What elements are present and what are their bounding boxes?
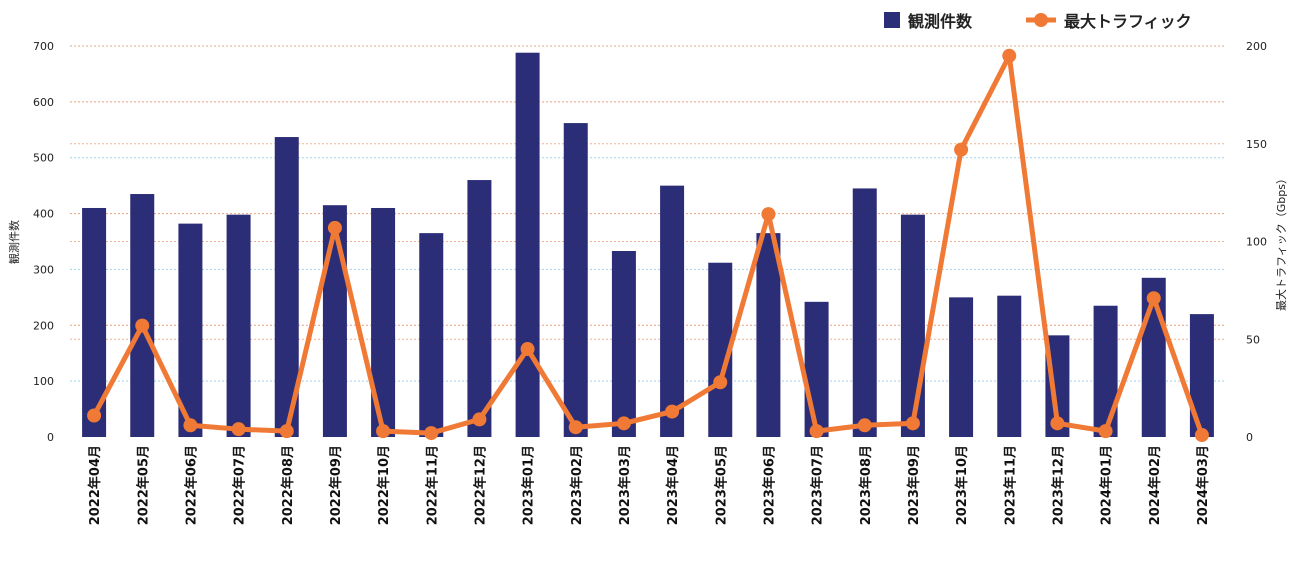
left-tick-label: 100 [33, 375, 54, 388]
category-label: 2022年06月 [183, 445, 199, 525]
left-tick-label: 600 [33, 96, 54, 109]
category-label: 2023年10月 [954, 445, 970, 525]
category-label: 2022年05月 [135, 445, 151, 525]
line-point [135, 318, 150, 333]
category-label: 2022年04月 [87, 445, 103, 525]
line-point [954, 142, 969, 157]
line-path [91, 53, 1205, 436]
bar [515, 52, 540, 438]
line-point [279, 424, 294, 439]
legend-bar-swatch [884, 12, 900, 28]
left-tick-label: 700 [33, 40, 54, 53]
category-label: 2023年07月 [810, 445, 826, 525]
bar [226, 214, 251, 437]
bar [178, 223, 203, 437]
line-point [616, 416, 631, 431]
right-tick-label: 150 [1246, 138, 1267, 151]
line-point [568, 420, 583, 435]
left-axis-ticks: 0 100 200 300 400 500 600 700 [33, 40, 54, 444]
line-point [1002, 48, 1017, 63]
category-label: 2024年03月 [1195, 445, 1211, 525]
bar [852, 188, 877, 437]
left-tick-label: 500 [33, 152, 54, 165]
category-label: 2024年02月 [1147, 445, 1163, 525]
category-label: 2023年11月 [1002, 445, 1018, 525]
line-point [87, 408, 102, 423]
bar [322, 205, 347, 437]
category-labels: 2022年04月 2022年05月 2022年06月 2022年07月 2022年08月… [87, 445, 1211, 525]
line-point [713, 375, 728, 390]
category-label: 2023年02月 [569, 445, 585, 525]
bar-series [82, 52, 1214, 438]
left-axis-title: 観測件数 [7, 220, 21, 264]
category-label: 2023年04月 [665, 445, 681, 525]
legend-line-dot [1034, 13, 1048, 27]
line-point [472, 412, 487, 427]
bar [900, 214, 925, 437]
right-tick-label: 50 [1246, 333, 1260, 346]
bar [997, 295, 1022, 437]
line-point [1098, 424, 1113, 439]
legend-line-label: 最大トラフィック [1064, 12, 1192, 31]
bar [467, 180, 492, 438]
line-point [520, 342, 535, 357]
bar [949, 297, 974, 437]
category-label: 2023年09月 [906, 445, 922, 525]
right-tick-label: 200 [1246, 40, 1267, 53]
category-label: 2022年10月 [376, 445, 392, 525]
bar [611, 250, 636, 437]
right-axis-ticks: 0 50 100 150 200 [1246, 40, 1267, 444]
right-tick-label: 100 [1246, 236, 1267, 249]
bar [130, 194, 155, 437]
bar [756, 233, 781, 437]
category-label: 2023年01月 [521, 445, 537, 525]
left-tick-label: 400 [33, 208, 54, 221]
category-label: 2024年01月 [1099, 445, 1115, 525]
left-tick-label: 300 [33, 263, 54, 276]
left-tick-label: 200 [33, 319, 54, 332]
category-label: 2023年06月 [761, 445, 777, 525]
line-point [857, 418, 872, 433]
line-point [327, 220, 342, 235]
category-label: 2023年08月 [858, 445, 874, 525]
bar [804, 301, 829, 437]
category-label: 2022年11月 [424, 445, 440, 525]
line-point [761, 207, 776, 222]
line-series [87, 48, 1209, 443]
bar [1093, 305, 1118, 437]
category-label: 2022年07月 [232, 445, 248, 525]
category-label: 2023年05月 [713, 445, 729, 525]
line-point [183, 418, 198, 433]
line-point [1146, 291, 1161, 306]
legend-bar-label: 観測件数 [908, 12, 973, 31]
right-tick-label: 0 [1246, 431, 1253, 444]
category-label: 2022年08月 [280, 445, 296, 525]
bar [419, 233, 444, 437]
line-point [905, 416, 920, 431]
line-point [1050, 416, 1065, 431]
gridlines [70, 45, 1226, 382]
line-point [424, 426, 439, 441]
category-label: 2022年09月 [328, 445, 344, 525]
line-point [376, 424, 391, 439]
line-point [665, 404, 680, 419]
legend: 観測件数 最大トラフィック [884, 12, 1192, 31]
bar [563, 123, 588, 437]
category-label: 2023年03月 [617, 445, 633, 525]
category-label: 2022年12月 [472, 445, 488, 525]
category-label: 2023年12月 [1050, 445, 1066, 525]
line-point [809, 424, 824, 439]
right-axis-title: 最大トラフィック（Gbps） [1274, 173, 1288, 311]
bar [660, 185, 685, 437]
line-point [1194, 428, 1209, 443]
line-point [231, 422, 246, 437]
left-tick-label: 0 [47, 431, 54, 444]
